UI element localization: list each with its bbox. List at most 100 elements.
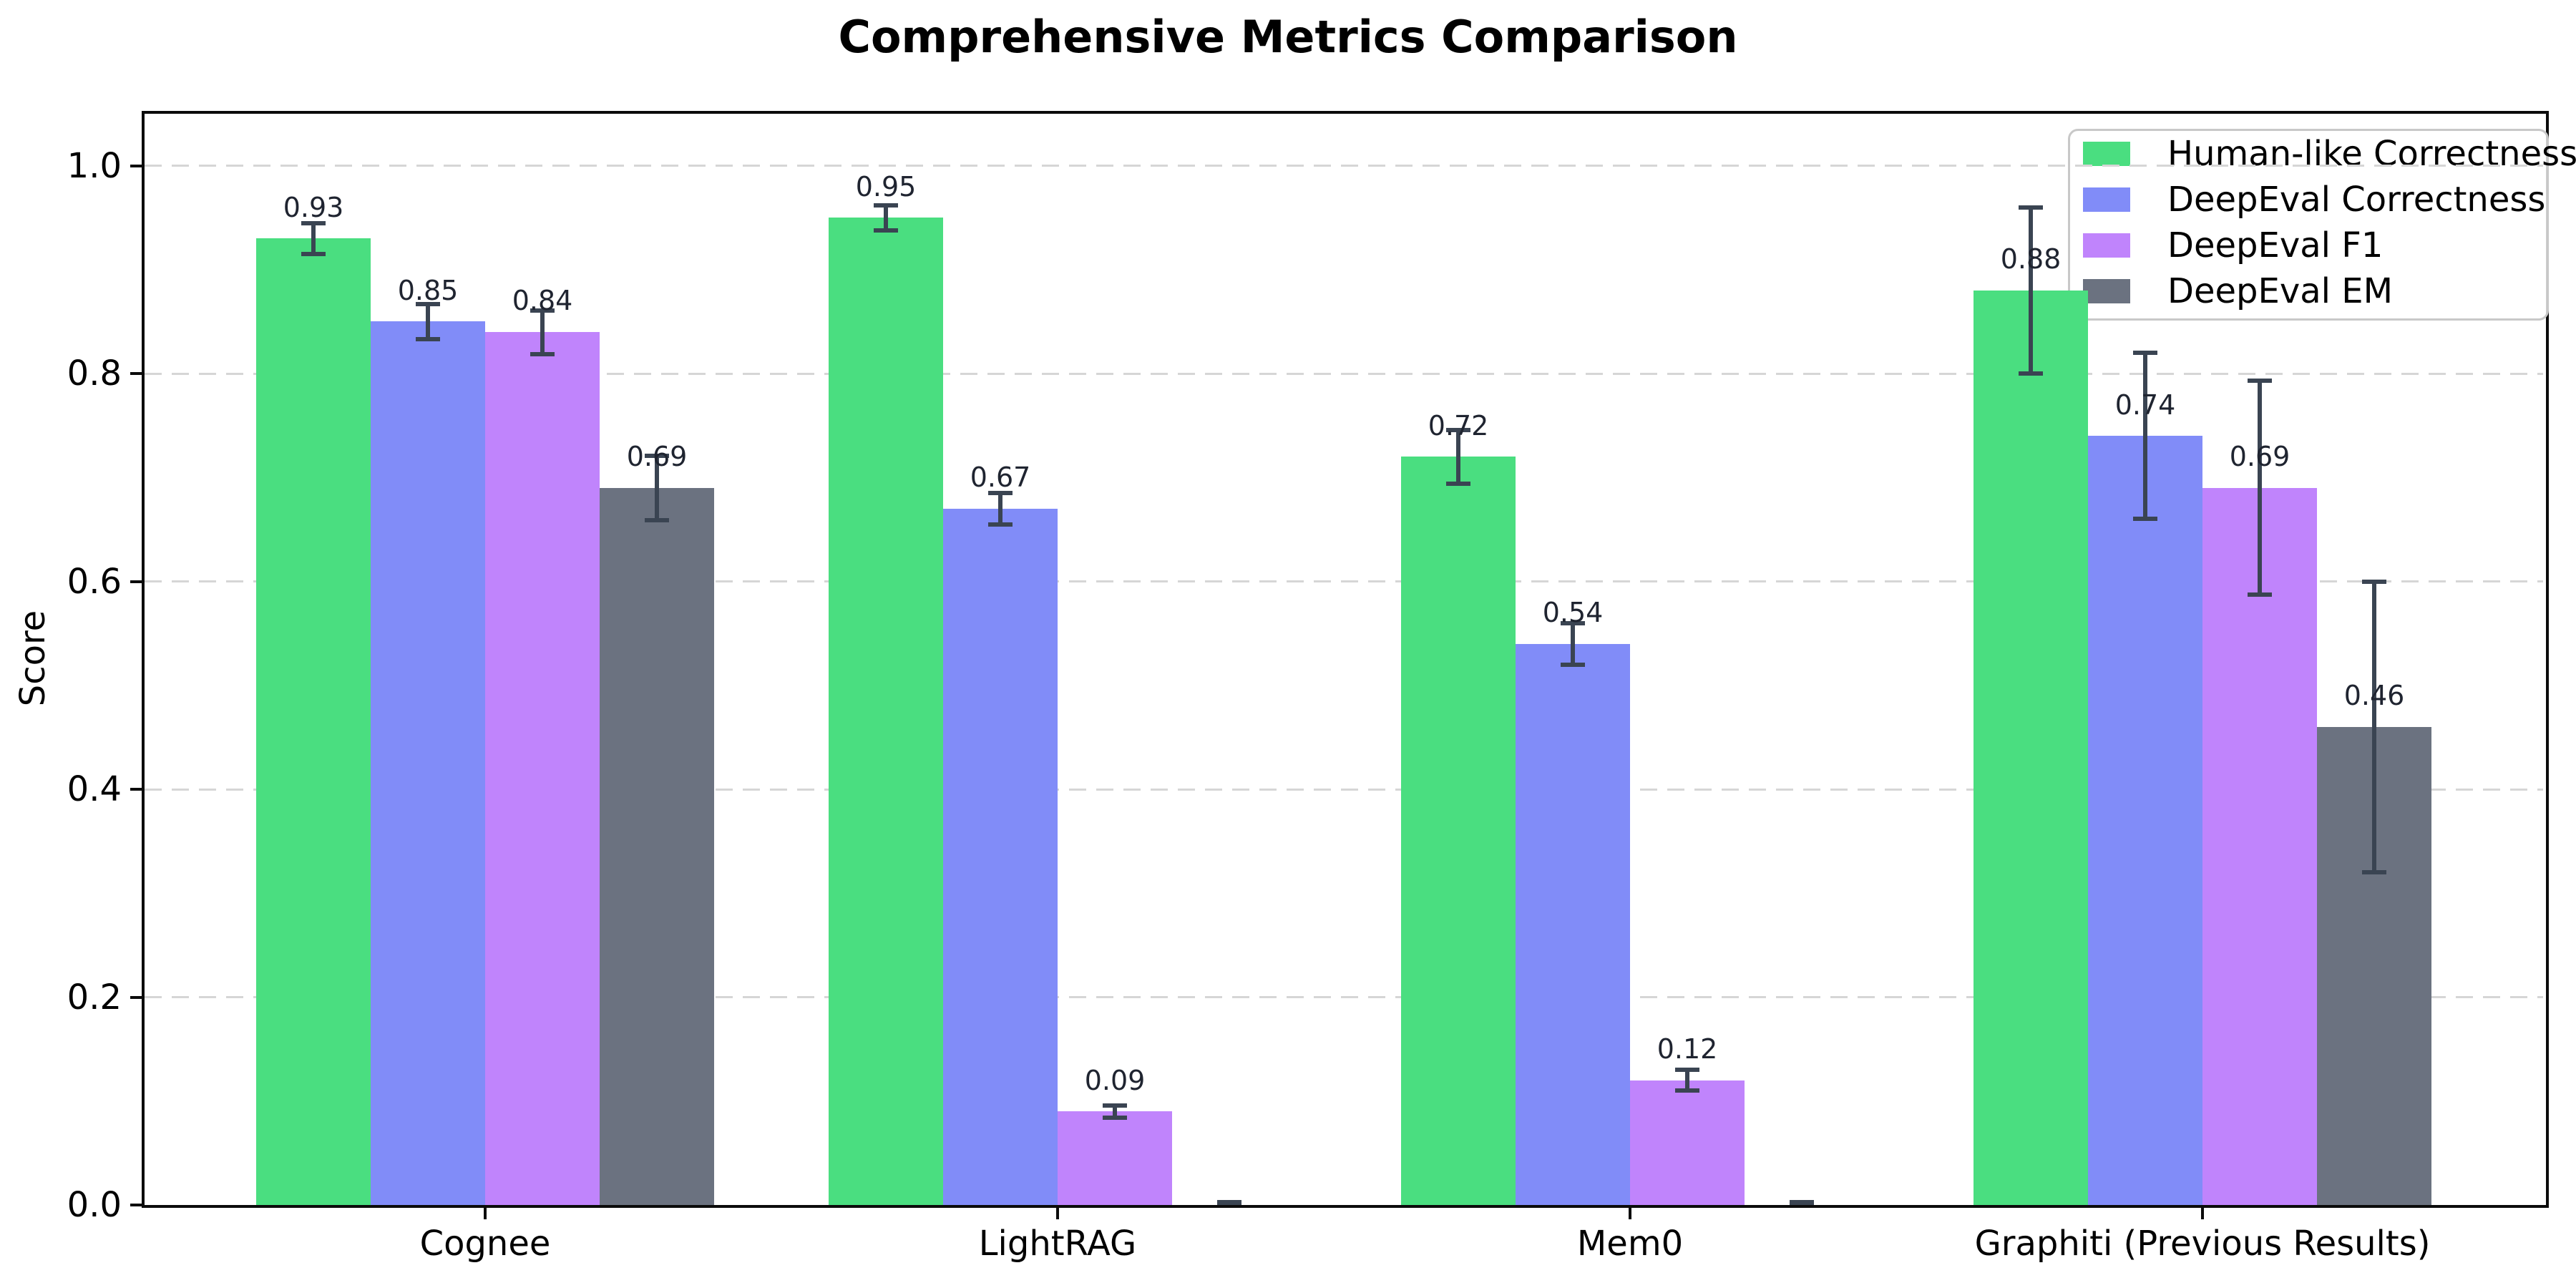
value-label-deepeval-correctness-graphiti-previous-results: 0.74 xyxy=(2114,389,2176,421)
error-bar-cap-bottom-deepeval-correctness-cognee xyxy=(416,337,440,342)
gridline xyxy=(145,996,2543,999)
error-bar-cap-top-deepeval-correctness-cognee xyxy=(416,301,440,306)
error-bar-line-deepeval-f1-graphiti-previous-results xyxy=(2258,381,2262,595)
error-bar-cap-bottom-human-like-correctness-mem0 xyxy=(1446,482,1470,487)
error-bar-cap-bottom-deepeval-f1-graphiti-previous-results xyxy=(2248,592,2272,597)
y-tick-label-1-0: 1.0 xyxy=(67,145,122,186)
value-label-human-like-correctness-cognee: 0.93 xyxy=(283,191,344,223)
bar-deepeval-f1-graphiti-previous-results xyxy=(2202,487,2317,1205)
error-bar-cap-bottom-deepeval-correctness-graphiti-previous-results xyxy=(2133,517,2157,522)
error-bar-cap-bottom-deepeval-f1-mem0 xyxy=(1675,1088,1699,1093)
error-bar-cap-top-deepeval-f1-graphiti-previous-results xyxy=(2248,379,2272,384)
value-label-deepeval-f1-mem0: 0.12 xyxy=(1657,1033,1718,1065)
y-tick-label-0-0: 0.0 xyxy=(67,1185,122,1225)
error-bar-line-deepeval-f1-cognee xyxy=(540,310,545,354)
value-label-deepeval-em-cognee: 0.69 xyxy=(626,441,688,473)
value-label-human-like-correctness-graphiti-previous-results: 0.88 xyxy=(2000,243,2062,275)
bar-human-like-correctness-cognee xyxy=(256,238,371,1205)
y-tick-label-0-4: 0.4 xyxy=(67,769,122,810)
x-tick xyxy=(484,1208,487,1219)
error-bar-cap-top-deepeval-em-cognee xyxy=(645,453,669,458)
y-tick-label-0-2: 0.2 xyxy=(67,977,122,1018)
legend-swatch-deepeval-correctness xyxy=(2083,187,2130,212)
value-label-deepeval-correctness-lightrag: 0.67 xyxy=(970,462,1031,494)
error-bar-line-deepeval-correctness-graphiti-previous-results xyxy=(2143,353,2147,519)
bar-deepeval-f1-mem0 xyxy=(1630,1080,1745,1205)
bar-deepeval-correctness-mem0 xyxy=(1516,643,1630,1205)
bar-deepeval-correctness-lightrag xyxy=(943,508,1058,1205)
error-bar-cap-top-human-like-correctness-lightrag xyxy=(874,203,898,208)
error-bar-cap-bottom-human-like-correctness-graphiti-previous-results xyxy=(2019,371,2043,376)
bar-deepeval-f1-lightrag xyxy=(1058,1111,1172,1205)
gridline xyxy=(145,372,2543,375)
gridline xyxy=(145,788,2543,791)
y-tick xyxy=(130,580,142,583)
legend-label-deepeval-correctness: DeepEval Correctness xyxy=(2167,180,2546,220)
error-bar-line-human-like-correctness-cognee xyxy=(311,223,316,255)
error-bar-cap-bottom-deepeval-f1-cognee xyxy=(530,351,555,356)
error-bar-cap-top-deepeval-correctness-mem0 xyxy=(1561,620,1585,625)
error-bar-line-deepeval-f1-lightrag xyxy=(1113,1105,1117,1118)
error-bar-line-deepeval-em-graphiti-previous-results xyxy=(2372,581,2376,873)
x-tick-label-graphiti-previous-results: Graphiti (Previous Results) xyxy=(1974,1224,2431,1264)
legend-swatch-deepeval-em xyxy=(2083,279,2130,303)
x-tick-label-lightrag: LightRAG xyxy=(978,1224,1137,1264)
x-tick-label-cognee: Cognee xyxy=(419,1224,551,1264)
error-bar-cap-top-human-like-correctness-cognee xyxy=(301,220,326,225)
error-bar-cap-top-deepeval-em-graphiti-previous-results xyxy=(2362,579,2386,584)
x-tick xyxy=(2201,1208,2204,1219)
error-bar-cap-bottom-deepeval-correctness-mem0 xyxy=(1561,662,1585,667)
x-tick xyxy=(1056,1208,1059,1219)
legend-item-deepeval-f1: DeepEval F1 xyxy=(2070,223,2547,268)
y-tick xyxy=(130,995,142,999)
error-bar-line-human-like-correctness-lightrag xyxy=(884,205,888,230)
error-bar-line-deepeval-em-cognee xyxy=(655,455,659,520)
bar-deepeval-f1-cognee xyxy=(485,332,600,1205)
value-label-deepeval-f1-cognee: 0.84 xyxy=(512,285,573,317)
error-bar-cap-bottom-human-like-correctness-lightrag xyxy=(874,228,898,233)
value-label-deepeval-f1-graphiti-previous-results: 0.69 xyxy=(2229,441,2290,473)
y-axis-label: Score xyxy=(13,610,53,707)
legend-item-deepeval-correctness: DeepEval Correctness xyxy=(2070,177,2547,223)
bar-human-like-correctness-mem0 xyxy=(1401,457,1516,1205)
bar-deepeval-correctness-cognee xyxy=(371,321,485,1205)
error-bar-cap-top-human-like-correctness-mem0 xyxy=(1446,427,1470,432)
y-tick xyxy=(130,1204,142,1206)
error-bar-cap-top-deepeval-f1-lightrag xyxy=(1103,1103,1127,1108)
value-label-deepeval-correctness-cognee: 0.85 xyxy=(397,274,459,306)
error-bar-cap-top-deepeval-f1-cognee xyxy=(530,308,555,313)
legend-item-deepeval-em: DeepEval EM xyxy=(2070,268,2547,314)
value-label-human-like-correctness-mem0: 0.72 xyxy=(1428,409,1489,441)
bar-deepeval-em-cognee xyxy=(600,487,714,1205)
value-label-human-like-correctness-lightrag: 0.95 xyxy=(855,170,917,203)
legend-item-human-like-correctness: Human-like Correctness xyxy=(2070,131,2576,177)
value-label-deepeval-em-graphiti-previous-results: 0.46 xyxy=(2343,680,2405,712)
legend: Human-like Correctness DeepEval Correctne… xyxy=(2068,129,2576,321)
legend-label-deepeval-em: DeepEval EM xyxy=(2167,271,2393,311)
bar-human-like-correctness-graphiti-previous-results xyxy=(1974,290,2088,1205)
bar-human-like-correctness-lightrag xyxy=(829,218,943,1205)
y-tick-label-0-8: 0.8 xyxy=(67,353,122,394)
legend-label-human-like-correctness: Human-like Correctness xyxy=(2167,134,2576,174)
y-tick-label-0-6: 0.6 xyxy=(67,561,122,602)
error-bar-line-deepeval-correctness-lightrag xyxy=(998,493,1002,525)
error-bar-line-human-like-correctness-mem0 xyxy=(1456,429,1460,484)
error-bar-cap-top-human-like-correctness-graphiti-previous-results xyxy=(2019,205,2043,210)
error-bar-cap-top-deepeval-correctness-lightrag xyxy=(988,491,1013,496)
y-tick xyxy=(130,372,142,376)
y-tick xyxy=(130,788,142,791)
error-bar-line-deepeval-correctness-cognee xyxy=(426,303,430,340)
gridline xyxy=(145,165,2543,167)
x-tick-label-mem0: Mem0 xyxy=(1576,1224,1684,1264)
y-tick xyxy=(130,164,142,167)
gridline xyxy=(145,580,2543,583)
chart-title: Comprehensive Metrics Comparison xyxy=(838,11,1738,63)
error-bar-cap-bottom-deepeval-f1-lightrag xyxy=(1103,1116,1127,1120)
bar-deepeval-correctness-graphiti-previous-results xyxy=(2088,436,2202,1205)
value-label-deepeval-correctness-mem0: 0.54 xyxy=(1542,597,1604,629)
error-bar-cap-bottom-deepeval-correctness-lightrag xyxy=(988,522,1013,527)
error-bar-cap-bottom-deepeval-em-mem0 xyxy=(1790,1201,1814,1205)
legend-swatch-deepeval-f1 xyxy=(2083,233,2130,258)
error-bar-line-deepeval-correctness-mem0 xyxy=(1571,623,1575,665)
error-bar-cap-bottom-deepeval-em-cognee xyxy=(645,517,669,522)
